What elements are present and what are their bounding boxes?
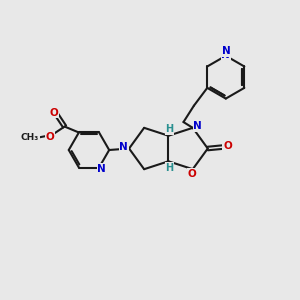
Text: O: O (45, 132, 54, 142)
Text: CH₃: CH₃ (21, 133, 39, 142)
Text: O: O (223, 141, 232, 152)
Text: H: H (166, 124, 174, 134)
Text: N: N (97, 164, 106, 174)
Text: N: N (221, 50, 230, 60)
Text: O: O (50, 108, 58, 118)
Text: N: N (193, 121, 202, 131)
Text: H: H (166, 163, 174, 173)
Text: N: N (119, 142, 128, 152)
Text: N: N (222, 46, 231, 56)
Text: O: O (187, 169, 196, 179)
